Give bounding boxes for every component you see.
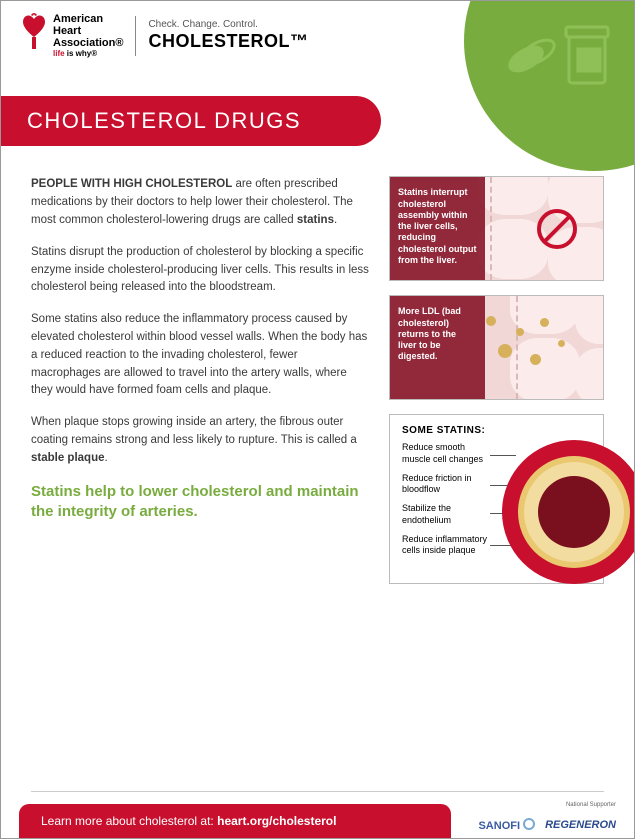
sponsor-sanofi: SANOFI [478, 818, 535, 832]
brand: Check. Change. Control. CHOLESTEROL™ [148, 19, 308, 53]
panel2-label: More LDL (bad cholesterol) returns to th… [390, 296, 485, 399]
no-symbol-icon [535, 207, 579, 251]
side-panels: Statins interrupt cholesterol assembly w… [389, 176, 604, 584]
aha-logo: American Heart Association® life is why® [21, 13, 123, 58]
panel-ldl-return: More LDL (bad cholesterol) returns to th… [389, 295, 604, 400]
callout: Statins help to lower cholesterol and ma… [31, 482, 369, 523]
heart-torch-icon [21, 13, 47, 51]
panel-artery: SOME STATINS: Reduce smooth muscle cell … [389, 414, 604, 584]
page-title: CHOLESTEROL DRUGS [1, 96, 381, 146]
content: PEOPLE WITH HIGH CHOLESTEROL are often p… [1, 146, 634, 584]
sponsor-regeneron: REGENERON [545, 819, 616, 831]
panel-liver-statins: Statins interrupt cholesterol assembly w… [389, 176, 604, 281]
org-tagline: life is why® [53, 49, 123, 58]
footer-bar: Learn more about cholesterol at: heart.o… [19, 804, 451, 838]
footer: Learn more about cholesterol at: heart.o… [1, 804, 634, 838]
panel1-label: Statins interrupt cholesterol assembly w… [390, 177, 485, 280]
body-text: PEOPLE WITH HIGH CHOLESTEROL are often p… [31, 176, 369, 584]
page: American Heart Association® life is why®… [0, 0, 635, 839]
sanofi-icon [523, 818, 535, 830]
divider [135, 16, 136, 56]
artery-icon [499, 437, 635, 587]
statin-list: Reduce smooth muscle cell changes Reduce… [402, 442, 494, 556]
panel3-title: SOME STATINS: [402, 425, 591, 436]
org-name: American Heart Association® [53, 13, 123, 49]
sponsors: SANOFI REGENERON [478, 818, 616, 832]
footer-divider [31, 791, 604, 792]
pill-bottle-icon [496, 19, 616, 89]
